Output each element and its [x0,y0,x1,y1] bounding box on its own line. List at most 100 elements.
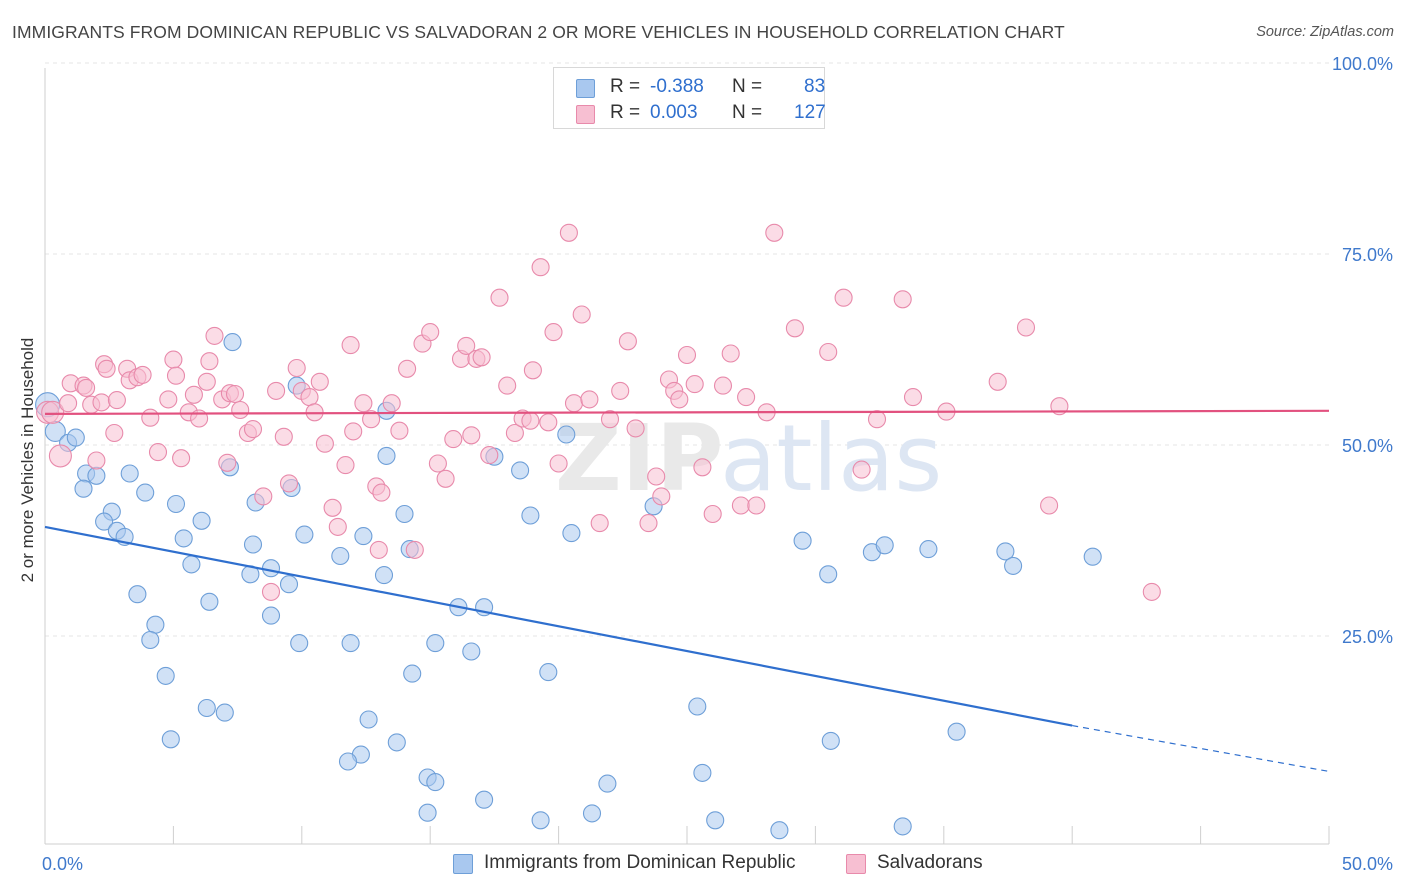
data-point [279,474,299,493]
source-label: Source: ZipAtlas.com [1256,24,1394,40]
legend-label-salvadoran: Salvadorans [877,852,983,873]
data-point [996,542,1015,561]
data-point [523,361,542,380]
data-point [436,469,455,488]
data-point [490,288,509,307]
data-point [336,456,355,475]
data-point [382,394,401,413]
data-point [148,443,168,462]
data-point [398,359,417,378]
data-point [200,592,219,611]
tick-labels: 25.0% 50.0% 75.0% 100.0% 0.0% 50.0% [42,54,1393,874]
data-point [328,517,347,536]
n-label: N = [732,76,763,97]
data-point [819,565,838,584]
data-point [405,540,424,559]
data-point [261,582,281,601]
data-point [819,342,838,362]
data-point [647,467,666,486]
data-point [572,305,591,324]
data-point [1004,556,1023,575]
data-point [215,703,234,722]
trend-layer [44,409,1330,773]
data-point [261,559,281,578]
series-dominican [35,333,1102,840]
data-point [600,410,620,429]
legend-swatch-dominican [453,854,473,874]
data-point [505,423,524,443]
data-point [369,540,388,559]
y-tick-label: 50.0% [1342,436,1393,456]
data-point [87,451,106,470]
data-point [341,336,360,355]
data-point [765,223,784,242]
data-point [639,514,658,533]
data-point [511,461,530,480]
data-point [1040,496,1059,515]
trend-line-solid [44,409,1330,415]
data-point [387,733,406,752]
x-tick-label: 50.0% [1342,854,1393,874]
data-point [785,319,804,338]
data-point [331,546,350,566]
data-point [685,375,704,394]
series-layer [35,223,1161,840]
legend-label-dominican: Immigrants from Dominican Republic [484,852,796,873]
stats-legend: R = -0.388 N = 83 R = 0.003 N = 127 [553,67,826,129]
data-point [182,555,201,574]
r-value: -0.388 [650,76,704,97]
trend-line-dashed [1072,724,1330,773]
axes [44,68,1330,845]
data-point [693,763,712,782]
data-point [166,366,186,385]
data-point [564,394,584,413]
data-point [1016,318,1036,337]
data-point [141,630,160,650]
data-point [557,425,576,444]
data-point [354,394,373,413]
data-point [300,388,319,407]
data-point [852,460,871,479]
data-point [267,381,286,400]
data-point [243,535,263,554]
data-point [141,408,160,427]
data-point [172,449,191,468]
data-point [174,529,193,548]
data-point [107,391,126,410]
data-point [359,710,378,729]
data-point [426,634,445,653]
data-point [133,365,152,384]
data-point [197,698,216,718]
data-point [418,803,437,822]
series-legend: Immigrants from Dominican Republic Salva… [0,852,1406,878]
data-point [834,288,853,307]
data-point [598,774,617,793]
data-point [231,400,250,420]
data-point [261,606,281,625]
y-tick-label: 25.0% [1342,627,1393,647]
data-point [254,487,273,506]
data-point [947,722,966,741]
data-point [893,290,912,309]
data-point [875,536,894,555]
data-point [205,326,224,345]
data-point [377,446,396,465]
data-point [200,352,219,371]
data-point [703,504,722,524]
data-point [652,487,671,506]
data-point [793,531,812,550]
data-point [192,511,211,530]
data-point [59,394,78,413]
data-point [295,525,314,544]
data-point [693,458,712,477]
data-point [919,540,938,559]
data-point [225,384,245,404]
n-value: 127 [794,102,826,123]
data-point [867,410,887,429]
data-point [457,336,476,355]
data-point [323,498,342,517]
data-point [544,323,563,342]
data-point [341,634,360,653]
legend-swatch-salvadoran [846,854,866,874]
